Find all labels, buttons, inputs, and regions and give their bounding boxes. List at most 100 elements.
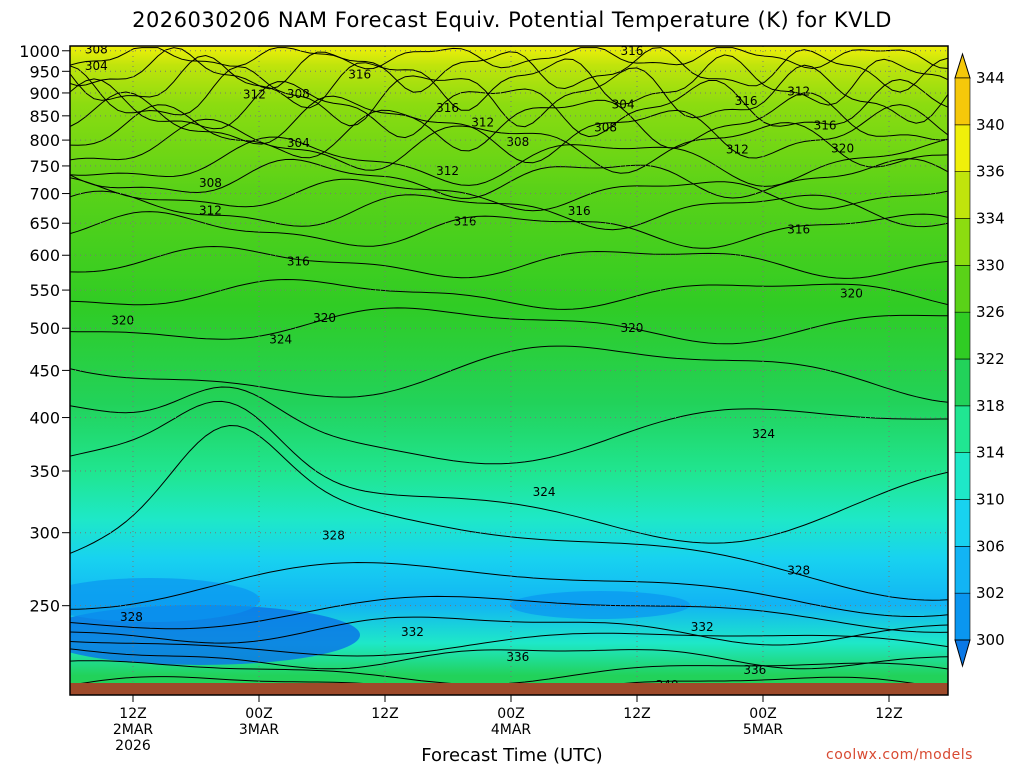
colorbar-label: 302 [976,584,1005,602]
contour-line [70,136,948,187]
contour-label: 324 [269,333,292,347]
x-tick-label: 2026 [115,738,151,754]
contour-label: 316 [620,44,643,58]
y-tick-label: 500 [29,319,60,338]
colorbar-swatch [954,499,971,547]
contour-label: 320 [620,321,643,335]
colorbar-swatch [954,311,971,360]
colorbar-swatch [954,405,971,453]
contour-label: 308 [199,176,222,190]
colorbar-label: 344 [976,69,1005,87]
contour-label: 328 [322,528,345,542]
y-tick-label: 900 [29,84,60,103]
colorbar-swatch [954,358,971,407]
contour-label: 324 [752,427,775,441]
colorbar-label: 300 [976,631,1005,649]
y-tick-label: 850 [29,107,60,126]
colorbar-label: 326 [976,303,1005,321]
contour-label: 312 [787,85,810,99]
y-tick-label: 350 [29,462,60,481]
x-tick-label: 4MAR [491,722,532,738]
contour-label: 320 [840,287,863,301]
contour-line [70,400,948,544]
contour-line [70,595,948,633]
y-tick-label: 550 [29,281,60,300]
contour-label: 332 [691,620,714,634]
colorbar-label: 334 [976,210,1005,228]
colorbar-swatch [954,77,971,126]
y-tick-label: 700 [29,185,60,204]
colorbar-swatch [954,546,971,594]
contour-label: 336 [743,663,766,677]
colorbar-label: 340 [976,116,1005,134]
colorbar-label: 330 [976,256,1005,274]
chart-title: 2026030206 NAM Forecast Equiv. Potential… [132,8,892,32]
y-tick-label: 250 [29,597,60,616]
x-tick-label: 12Z [623,706,650,722]
contour-line [70,386,948,465]
contour-label: 308 [287,87,310,101]
colorbar-swatch [954,592,971,641]
contour-label: 316 [436,101,459,115]
contour-label: 304 [287,136,310,150]
cold-pocket [70,578,260,622]
colorbar-top-arrow [954,52,971,79]
contour-line [70,632,948,657]
ground-terrain [70,683,948,695]
contour-label: 328 [787,563,810,577]
y-tick-label: 650 [29,214,60,233]
x-tick-label: 2MAR [113,722,154,738]
contour-label: 312 [471,115,494,129]
contour-label: 312 [726,143,749,157]
y-tick-label: 300 [29,524,60,543]
x-tick-label: 5MAR [743,722,784,738]
colorbar-label: 322 [976,350,1005,368]
contour-label: 316 [568,204,591,218]
contour-label: 320 [831,142,854,156]
colorbar-swatch [954,218,971,266]
contour-line [70,345,948,403]
contour-line [70,47,948,93]
colorbar-label: 314 [976,444,1005,462]
contour-label: 336 [506,650,529,664]
contour-label: 320 [111,313,134,327]
y-tick-label: 450 [29,361,60,380]
contour-line [70,278,948,310]
contour-label: 320 [313,311,336,325]
credit-text: coolwx.com/models [826,747,973,763]
contour-line [70,648,948,670]
contour-line [70,424,948,601]
contour-line [70,47,948,70]
contour-label: 316 [787,222,810,236]
x-tick-label: 12Z [371,706,398,722]
contour-line [70,118,948,174]
colorbar-label: 310 [976,491,1005,509]
y-tick-label: 600 [29,246,60,265]
contour-line [70,177,948,212]
contour-label: 316 [348,68,371,82]
y-tick-label: 750 [29,157,60,176]
x-axis-title: Forecast Time (UTC) [421,745,603,766]
colorbar-swatch [954,265,971,313]
contour-line [70,190,948,231]
colorbar-label: 306 [976,537,1005,555]
contour-label: 304 [612,98,635,112]
contour-label: 316 [454,214,477,228]
contour-label: 308 [85,43,108,57]
contour-line [70,616,948,646]
y-tick-label: 400 [29,409,60,428]
contour-line [70,78,948,139]
colorbar-swatch [954,171,971,219]
contour-line [70,561,948,617]
contour-line [70,211,948,249]
colorbar-label: 336 [976,163,1005,181]
contour-label: 308 [594,120,617,134]
x-tick-label: 12Z [875,706,902,722]
x-tick-label: 00Z [497,706,524,722]
contour-label: 316 [735,94,758,108]
contour-line [70,54,948,111]
contour-label: 308 [506,135,529,149]
colorbar-bottom-arrow [954,639,971,668]
colorbar-swatch [954,452,971,500]
